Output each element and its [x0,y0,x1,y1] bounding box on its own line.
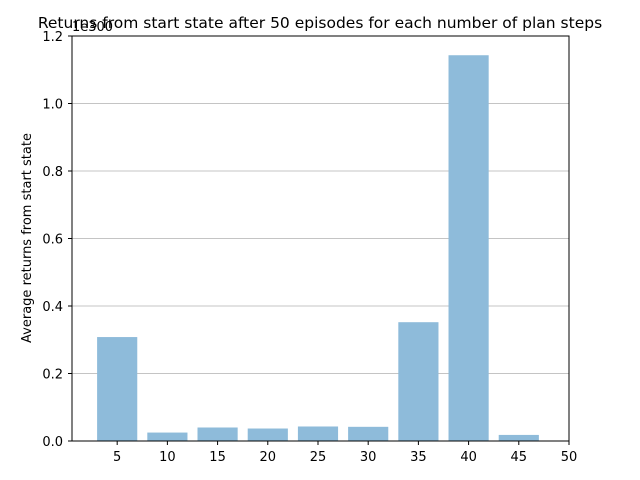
y-tick-label: 1.0 [42,98,63,113]
y-tick-label: 0.8 [42,165,63,180]
bar-10 [147,432,188,441]
x-tick-label: 10 [159,450,176,465]
bars [97,55,539,442]
y-tick-label: 0.2 [42,368,63,383]
gridlines [72,35,569,442]
bar-45 [498,434,539,441]
x-tick-label: 25 [310,450,327,465]
bar-30 [348,426,389,441]
x-tick-label: 45 [511,450,528,465]
x-tick-label: 40 [460,450,477,465]
x-tick-label: 20 [260,450,277,465]
y-tick-label: 0.0 [42,435,63,450]
chart-title: Returns from start state after 50 episod… [38,14,602,32]
x-tick-label: 30 [360,450,377,465]
axis-ticks: 5 10 15 20 25 30 35 40 45 50 0.0 0.2 0.4 0.6 0.8 1.0 1.2 [42,30,577,465]
bar-25 [297,426,339,441]
y-axis-label: Average returns from start state [20,133,35,343]
y-tick-label: 0.4 [42,300,63,315]
x-tick-label: 35 [410,450,427,465]
y-tick-label: 1.2 [42,30,63,45]
x-tick-label: 15 [209,450,226,465]
bar-15 [197,427,238,441]
y-axis-scale-label: 1e300 [72,20,113,35]
bar-40 [448,55,489,442]
y-tick-label: 0.6 [42,233,63,248]
bar-20 [247,428,288,441]
bar-5 [97,337,138,441]
bar-35 [398,322,439,441]
x-tick-label: 5 [113,450,121,465]
x-tick-label: 50 [561,450,578,465]
